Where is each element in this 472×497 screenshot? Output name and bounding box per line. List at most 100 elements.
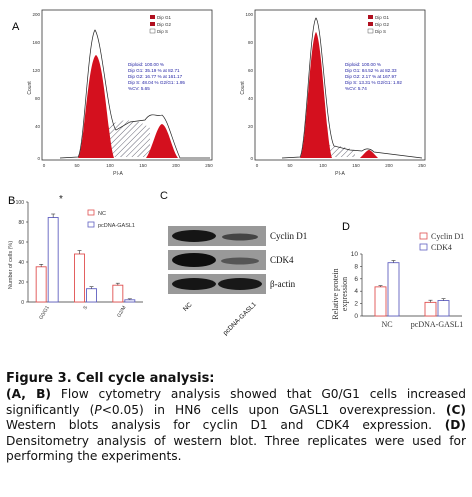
y-tick-label: 60 [18, 240, 24, 246]
b-significance-star: * [59, 194, 63, 205]
x-tick-label: G2/M [116, 305, 127, 319]
left-g2-peak [146, 124, 178, 158]
caption-text: Flow cytometry analysis showed that G0/G… [6, 387, 467, 417]
caption-ref-ab: (A, B) [6, 387, 51, 401]
bar [437, 300, 450, 317]
bar [47, 217, 59, 303]
band-label-cyclin-d1: Cyclin D1 [270, 231, 308, 241]
x-tick-label: NC [381, 320, 392, 329]
panel-label-c: C [160, 190, 168, 202]
left-stat-line: Dip G2: 16.77 % at 161.17 [128, 74, 183, 79]
caption-text: <0.05) in HN6 cells upon GASL1 overexpre… [101, 402, 446, 417]
bar [374, 286, 387, 317]
bar [424, 301, 437, 317]
left-stat-line: Dip G1: 35.19 % at 82.71 [128, 68, 180, 73]
band-cyclin-d1-gasl1 [222, 233, 258, 241]
panel-label-d: D [342, 221, 350, 233]
x-tick-label: G0/G1 [38, 305, 51, 321]
caption-text: Western blots analysis for cyclin D1 and… [6, 418, 445, 433]
caption-italic: P [94, 402, 102, 417]
right-legend: Dip G1 Dip G2 Dip S [367, 15, 390, 34]
caption-ref-d: (D) [444, 418, 466, 433]
flow-histogram-right: 100 80 60 40 20 0 0 50 100 150 200 250 P… [240, 9, 426, 177]
right-stat-line: Diploid: 100.00 % [345, 62, 381, 67]
y-tick-label: 6 [354, 276, 358, 283]
right-xtick: 50 [287, 163, 293, 168]
band-cdk4-gasl1 [221, 257, 259, 265]
right-xtick: 0 [256, 163, 259, 168]
bar [387, 262, 400, 317]
caption-title: Figure 3. Cell cycle analysis: [6, 371, 215, 386]
right-stat-line: Dip G2: 2.17 % at 167.97 [345, 74, 397, 79]
right-ylabel: Count [240, 81, 246, 95]
right-xlabel: PI-A [335, 171, 345, 177]
right-legend-label: Dip S [375, 29, 386, 34]
right-stat-line: Dip S: 13.31 % G2/G1: 1.92 [345, 80, 402, 85]
right-y-ticks: 100 80 60 40 20 0 [245, 12, 253, 161]
left-xtick: 200 [172, 163, 180, 168]
band-cyclin-d1-nc [172, 230, 216, 242]
left-ytick: 80 [35, 96, 41, 101]
panel-c-western-blot: C Cyclin D1 CDK4 β-actin NC pcDNA-GASL1 [160, 190, 310, 350]
left-g1-peak [78, 55, 114, 158]
right-legend-label: Dip G1 [375, 15, 390, 20]
right-stat-line: %CV: 5.74 [345, 86, 367, 91]
panel-d-bar-chart: D Relative protein expression 0 2 4 6 8 10 NC p… [331, 221, 464, 329]
right-legend-label: Dip G2 [375, 22, 390, 27]
right-g2-peak [360, 150, 378, 158]
d-ylabel-line2: expression [340, 277, 349, 311]
left-xtick: 250 [205, 163, 213, 168]
band-actin-nc [172, 278, 216, 290]
left-histogram-outline [59, 29, 210, 159]
left-ylabel: Count [27, 81, 33, 95]
left-xtick: 50 [74, 163, 80, 168]
right-stats: Diploid: 100.00 % Dip G1: 84.52 % at 82.… [345, 62, 402, 91]
y-tick-label: 0 [21, 300, 24, 306]
band-label-cdk4: CDK4 [270, 255, 294, 265]
d-legend-label: Cyclin D1 [431, 232, 464, 241]
right-xtick: 150 [352, 163, 360, 168]
y-tick-label: 40 [18, 260, 24, 266]
right-ytick: 60 [248, 68, 254, 73]
left-stat-line: %CV: 5.65 [128, 86, 150, 91]
left-ytick: 160 [32, 40, 40, 45]
left-legend-label: Dip S [157, 29, 168, 34]
panel-b-bar-chart: B Number of cells (%) 0 20 40 60 80 100 G0/G1 S… [8, 194, 143, 321]
right-xtick: 200 [385, 163, 393, 168]
y-tick-label: 10 [351, 251, 359, 258]
left-y-ticks: 200 160 120 80 40 0 [32, 12, 40, 161]
left-stats: Diploid: 100.00 % Dip G1: 35.19 % at 82.… [128, 62, 185, 91]
bar [124, 299, 136, 303]
left-stat-line: Diploid: 100.00 % [128, 62, 164, 67]
right-ytick: 40 [248, 96, 254, 101]
right-stat-line: Dip G1: 84.52 % at 82.33 [345, 68, 397, 73]
x-tick-label: S [82, 304, 89, 310]
y-tick-label: 100 [16, 200, 25, 206]
blot-bands [168, 226, 266, 294]
left-ytick: 0 [37, 156, 40, 161]
b-legend-label: pcDNA-GASL1 [98, 223, 135, 229]
flow-histogram-left: 200 160 120 80 40 0 0 50 100 150 200 250… [27, 9, 214, 177]
caption-ref-c: (C) [445, 402, 466, 417]
d-ylabel-line1: Relative protein [331, 268, 340, 319]
d-legend-label: CDK4 [431, 243, 452, 252]
right-ytick: 100 [245, 12, 253, 17]
right-ytick: 20 [248, 124, 254, 129]
left-stat-line: Dip S: 48.04 % G2/G1: 1.95 [128, 80, 185, 85]
right-xtick: 250 [418, 163, 426, 168]
panel-a-flow-cytometry: A 200 160 120 80 40 0 0 50 100 150 200 2… [12, 9, 426, 177]
left-x-ticks: 0 50 100 150 200 250 [43, 163, 214, 168]
panel-label-b: B [8, 195, 15, 207]
right-xtick: 100 [319, 163, 327, 168]
band-cdk4-nc [172, 253, 216, 267]
bar [35, 266, 47, 303]
left-legend-label: Dip G2 [157, 22, 172, 27]
left-ytick: 40 [35, 124, 41, 129]
y-tick-label: 80 [18, 220, 24, 226]
left-ytick: 200 [32, 12, 40, 17]
b-ylabel: Number of cells (%) [8, 241, 14, 289]
band-label-actin: β-actin [270, 279, 296, 289]
y-tick-label: 2 [354, 301, 358, 308]
y-tick-label: 0 [354, 313, 358, 320]
left-xlabel: PI-A [113, 171, 123, 177]
